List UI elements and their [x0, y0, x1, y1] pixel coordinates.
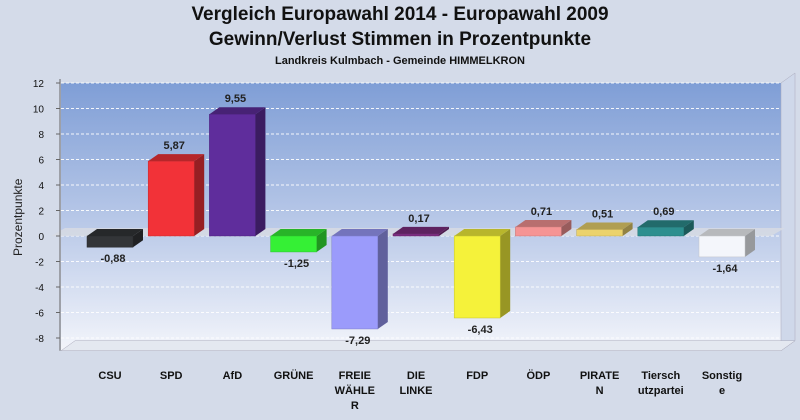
- bar-side: [622, 222, 633, 236]
- chart-caption: Landkreis Kulmbach - Gemeinde HIMMELKRON: [275, 55, 525, 67]
- category-label: N: [596, 385, 604, 397]
- category-label: R: [351, 400, 359, 412]
- bar-top: [699, 229, 755, 236]
- bar-top: [331, 229, 388, 236]
- y-tick-label: 6: [38, 156, 44, 167]
- category-label: e: [719, 385, 725, 397]
- bar-top: [209, 107, 266, 115]
- bar-value-label: 9,55: [225, 93, 246, 105]
- bar-side: [377, 229, 388, 329]
- y-tick-label: 4: [38, 181, 44, 192]
- y-tick-label: -6: [35, 309, 44, 320]
- chart-title: Vergleich Europawahl 2014 - Europawahl 2…: [191, 4, 609, 25]
- plot-floor: [60, 340, 796, 351]
- bar: [698, 235, 746, 258]
- bar-top: [148, 154, 205, 162]
- category-label: CSU: [98, 370, 121, 382]
- bar-top: [576, 222, 633, 230]
- bar-side: [316, 229, 327, 252]
- y-tick-label: 10: [33, 105, 45, 116]
- y-tick-label: 8: [38, 130, 44, 141]
- bar-value-label: 0,71: [531, 206, 552, 218]
- category-label: AfD: [223, 370, 243, 382]
- bar-value-label: 5,87: [163, 140, 184, 152]
- bar-side: [683, 220, 694, 236]
- bar-value-label: -1,25: [284, 258, 309, 270]
- bar-top: [270, 229, 327, 236]
- bar-value-label: -6,43: [468, 324, 493, 336]
- category-label: Sonstig: [702, 370, 742, 382]
- category-label: GRÜNE: [274, 369, 314, 382]
- bar-top: [87, 229, 143, 236]
- bar-value-label: 0,17: [408, 213, 429, 225]
- bar: [270, 235, 317, 253]
- bar-top: [515, 219, 572, 227]
- bar: [331, 235, 379, 330]
- bar-side: [194, 154, 205, 236]
- bar: [86, 235, 134, 248]
- category-label: ÖDP: [526, 369, 550, 382]
- plot-side-wall: [780, 72, 796, 352]
- bar-value-label: -0,88: [100, 253, 125, 265]
- category-label: WÄHLE: [335, 384, 375, 397]
- category-label: LINKE: [400, 385, 433, 397]
- y-tick-label: 2: [38, 207, 44, 218]
- y-tick-label: 12: [33, 79, 45, 90]
- bar: [453, 235, 501, 319]
- bar-top: [637, 220, 694, 228]
- bar-top: [393, 226, 449, 234]
- bar-side: [133, 229, 143, 248]
- y-tick-label: -8: [35, 334, 44, 345]
- bar-side: [561, 219, 572, 236]
- bar-side: [439, 226, 449, 236]
- bar-top: [454, 229, 511, 236]
- y-tick-label: -2: [35, 258, 44, 269]
- category-label: DIE: [407, 370, 425, 382]
- bar: [209, 113, 256, 237]
- category-label: utzpartei: [638, 385, 684, 397]
- bar: [147, 160, 195, 237]
- bar-side: [500, 229, 511, 318]
- bar-value-label: -1,64: [712, 263, 738, 275]
- bar-side: [745, 229, 755, 257]
- bar: [392, 233, 440, 237]
- bar: [637, 226, 685, 237]
- bar-value-label: 0,69: [653, 206, 674, 218]
- category-label: FREIE: [339, 370, 371, 382]
- bar-value-label: 0,51: [592, 208, 613, 220]
- bar-value-label: -7,29: [345, 335, 370, 347]
- category-label: FDP: [466, 370, 488, 382]
- category-label: Tiersch: [641, 370, 680, 382]
- category-label: SPD: [160, 370, 183, 382]
- chart-subtitle: Gewinn/Verlust Stimmen in Prozentpunkte: [208, 29, 592, 50]
- y-tick-label: -4: [35, 283, 44, 294]
- bar: [576, 229, 623, 237]
- bar-side: [255, 107, 266, 236]
- y-tick-label: 0: [38, 232, 44, 243]
- bar: [515, 226, 562, 237]
- category-label: PIRATE: [580, 370, 620, 382]
